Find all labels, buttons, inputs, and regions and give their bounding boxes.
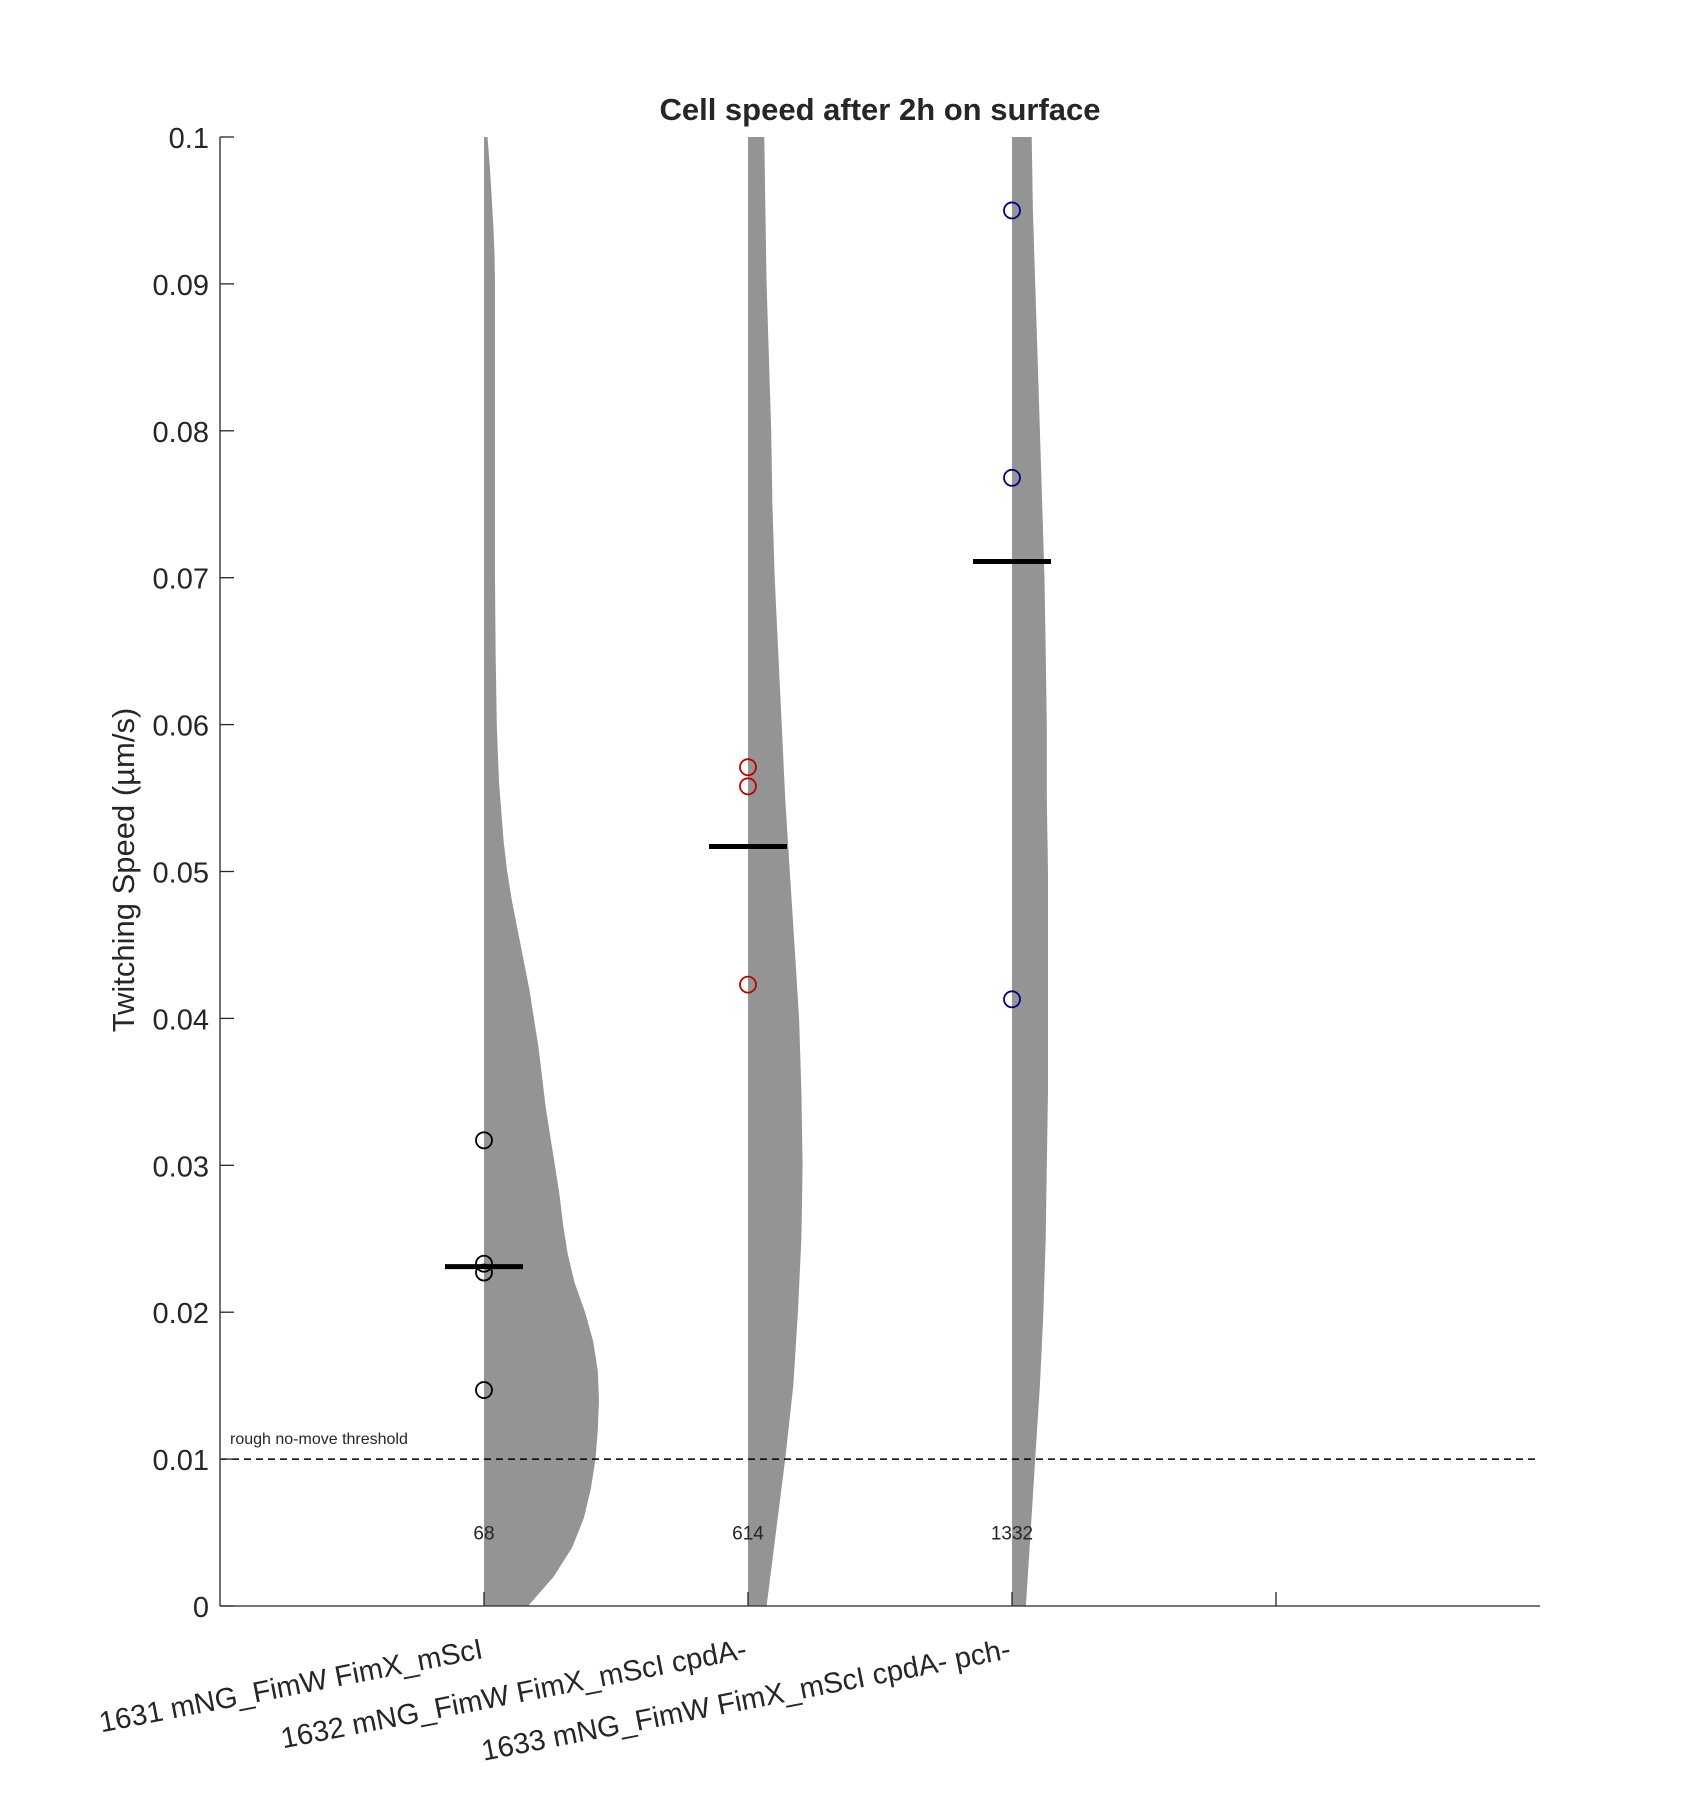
violin-shape-3 — [1012, 137, 1048, 1606]
data-point-2-3 — [739, 975, 757, 994]
y-tick-label: 0.05 — [153, 858, 209, 890]
y-axis-label: Twitching Speed (µm/s) — [106, 708, 141, 1033]
threshold-layer: rough no-move threshold — [220, 1431, 1540, 1460]
count-label-3: 1332 — [991, 1524, 1033, 1545]
violin-shape-1 — [484, 137, 599, 1606]
y-tick-label: 0.1 — [169, 123, 209, 155]
count-label-1: 68 — [473, 1524, 494, 1545]
chart-title: Cell speed after 2h on surface — [659, 92, 1100, 127]
data-point-1-3 — [475, 1263, 493, 1282]
y-tick-label: 0.03 — [153, 1151, 209, 1183]
y-tick-label: 0.07 — [153, 564, 209, 596]
y-tick-label: 0.01 — [153, 1445, 209, 1477]
y-tick-label: 0.09 — [153, 270, 209, 302]
data-point-1-4 — [475, 1381, 493, 1399]
count-label-2: 614 — [732, 1524, 764, 1545]
data-point-3-2 — [1003, 468, 1021, 487]
data-point-1-2 — [475, 1254, 493, 1273]
marks-layer: 68 614 1332 — [445, 201, 1051, 1545]
threshold-label: rough no-move threshold — [230, 1431, 408, 1448]
y-tick-label: 0.06 — [153, 711, 209, 743]
violin-shape-2 — [748, 137, 803, 1606]
data-point-2-2 — [739, 777, 757, 796]
axes-layer: 0 0.01 0.02 0.03 0.04 0.05 0.06 0.07 0.08 0.09 0.1… — [96, 123, 1540, 1768]
data-point-1-1 — [475, 1131, 493, 1150]
y-tick-label: 0 — [193, 1592, 209, 1624]
data-point-3-3 — [1003, 990, 1021, 1009]
y-tick-label: 0.02 — [153, 1298, 209, 1330]
violin-layer — [484, 137, 1048, 1606]
y-tick-label: 0.04 — [153, 1004, 209, 1036]
y-tick-label: 0.08 — [153, 417, 209, 449]
data-point-3-1 — [1003, 201, 1021, 220]
data-point-2-1 — [739, 758, 757, 777]
